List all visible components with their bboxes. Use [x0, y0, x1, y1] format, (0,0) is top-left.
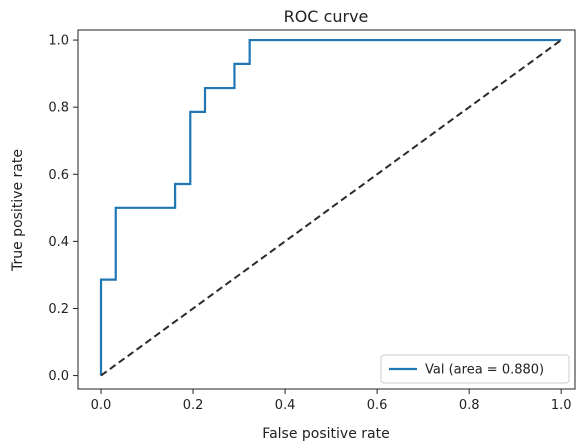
x-tick-label: 1.0 — [551, 398, 572, 413]
y-tick-label: 0.2 — [48, 302, 69, 317]
y-tick-label: 0.8 — [48, 101, 69, 116]
x-tick-label: 0.8 — [459, 398, 480, 413]
x-tick-label: 0.6 — [367, 398, 388, 413]
x-axis-ticks: 0.0 0.2 0.4 0.6 0.8 1.0 — [91, 389, 572, 413]
x-tick-label: 0.0 — [91, 398, 112, 413]
roc-curve-line — [99, 38, 562, 376]
x-axis-label: False positive rate — [262, 426, 389, 442]
chance-diagonal-line — [100, 39, 562, 377]
y-tick-label: 0.4 — [48, 235, 69, 250]
y-tick-label: 0.6 — [48, 168, 69, 183]
legend-box — [380, 354, 570, 384]
chart-title: ROC curve — [284, 7, 369, 26]
y-axis-label: True positive rate — [10, 149, 26, 272]
legend-label: Val (area = 0.880) — [425, 363, 544, 378]
legend: Val (area = 0.880) — [380, 354, 570, 384]
y-tick-label: 1.0 — [48, 34, 69, 49]
y-axis-ticks: 0.0 0.2 0.4 0.6 0.8 1.0 — [48, 34, 78, 384]
plot-frame — [77, 29, 576, 390]
x-tick-label: 0.2 — [183, 398, 204, 413]
plot-series — [99, 38, 562, 377]
x-tick-label: 0.4 — [275, 398, 296, 413]
y-tick-label: 0.0 — [48, 369, 69, 384]
